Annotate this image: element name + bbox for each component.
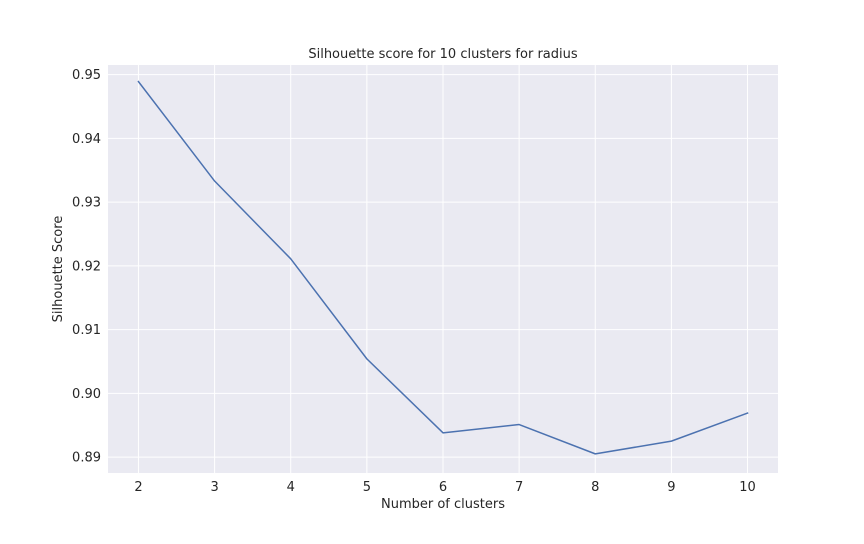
y-tick-label: 0.92 bbox=[72, 259, 101, 274]
x-tick-label: 2 bbox=[134, 480, 142, 495]
y-tick-label: 0.90 bbox=[72, 387, 101, 402]
series-layer bbox=[137, 80, 749, 455]
x-tick-label: 10 bbox=[739, 480, 756, 495]
x-tick-label: 6 bbox=[439, 480, 447, 495]
y-axis-label: Silhouette Score bbox=[51, 216, 66, 323]
grid-lines bbox=[108, 65, 778, 473]
y-tick-label: 0.93 bbox=[72, 196, 101, 211]
x-tick-label: 7 bbox=[515, 480, 523, 495]
y-tick-label: 0.94 bbox=[72, 132, 101, 147]
chart-title: Silhouette score for 10 clusters for rad… bbox=[308, 47, 578, 62]
x-tick-label: 5 bbox=[363, 480, 371, 495]
y-axis-ticks: 0.89 0.90 0.91 0.92 0.93 0.94 0.95 bbox=[72, 68, 101, 466]
x-tick-label: 8 bbox=[591, 480, 599, 495]
x-axis-ticks: 2 3 4 5 6 7 8 9 10 bbox=[134, 480, 756, 495]
x-tick-label: 4 bbox=[287, 480, 295, 495]
x-axis-label: Number of clusters bbox=[381, 497, 505, 512]
y-tick-label: 0.89 bbox=[72, 451, 101, 466]
y-tick-label: 0.95 bbox=[72, 68, 101, 83]
x-tick-label: 9 bbox=[667, 480, 675, 495]
series-line bbox=[137, 80, 749, 455]
y-tick-label: 0.91 bbox=[72, 323, 101, 338]
x-tick-label: 3 bbox=[210, 480, 218, 495]
